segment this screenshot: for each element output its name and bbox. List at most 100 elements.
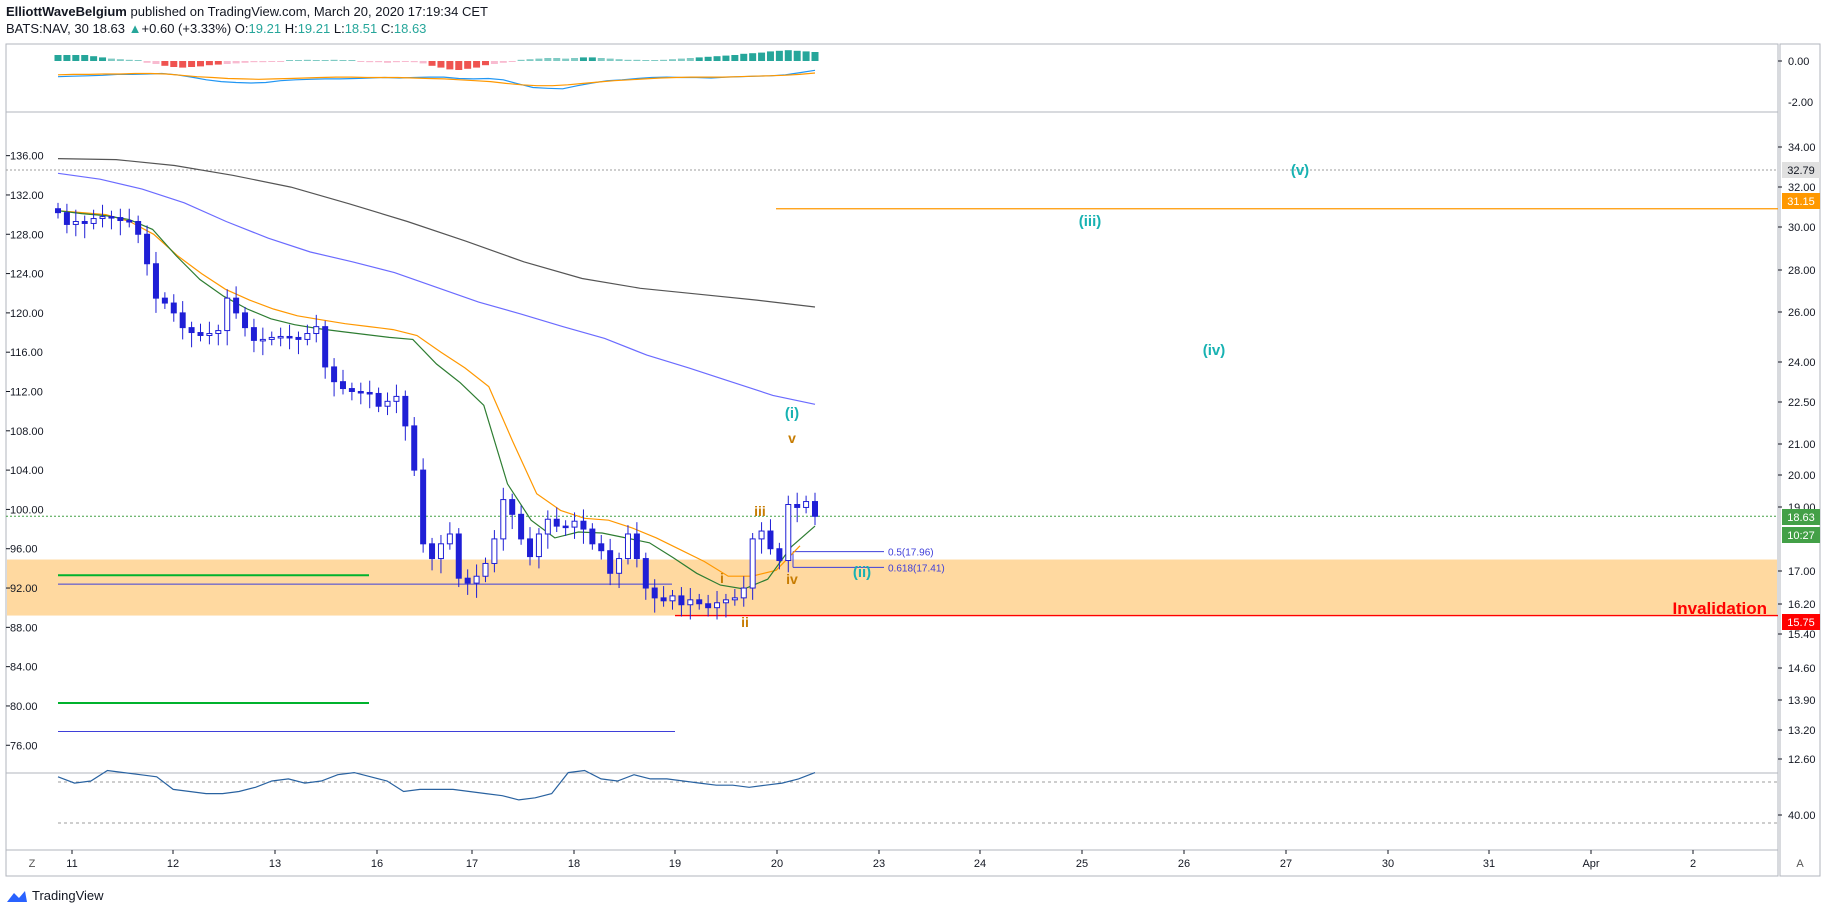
- high-value: 19.21: [297, 21, 331, 36]
- open-label: O:: [234, 21, 249, 36]
- macd-histogram-bar: [384, 61, 392, 63]
- left-axis-tick: 104.00: [10, 465, 44, 477]
- candle-body: [393, 395, 400, 402]
- candle-body: [366, 391, 373, 395]
- macd-histogram-bar: [401, 61, 409, 62]
- candle-body: [348, 388, 355, 392]
- macd-histogram-bar: [446, 61, 454, 70]
- candle-body: [224, 297, 231, 332]
- candle-body: [179, 312, 186, 329]
- right-axis-tick: 14.60: [1788, 663, 1816, 675]
- candle-body: [411, 425, 418, 471]
- right-axis-tick: 12.60: [1788, 754, 1816, 766]
- time-axis-tick: Apr: [1582, 858, 1599, 870]
- open-value: 19.21: [248, 21, 282, 36]
- right-axis-tick: 26.00: [1788, 307, 1816, 319]
- chart-frame: [5, 43, 1779, 851]
- macd-axis-tick: -2.00: [1788, 97, 1813, 109]
- time-axis-tick: 24: [974, 858, 986, 870]
- macd-histogram-bar: [615, 59, 623, 61]
- macd-histogram-bar: [54, 55, 62, 61]
- macd-histogram-bar: [624, 59, 632, 61]
- macd-histogram-bar: [179, 61, 187, 68]
- macd-histogram-bar: [740, 53, 748, 61]
- macd-histogram-bar: [321, 60, 329, 61]
- candle-body: [144, 233, 151, 265]
- macd-histogram-bar: [758, 52, 766, 61]
- price-badge-label: 10:27: [1787, 530, 1815, 542]
- candle-body: [758, 530, 765, 540]
- candle-body: [384, 400, 391, 407]
- candle-body: [749, 538, 756, 589]
- candle-body: [242, 312, 249, 329]
- macd-histogram-bar: [633, 59, 641, 61]
- candle-body: [135, 220, 142, 235]
- candle-body: [535, 533, 542, 558]
- macd-histogram-bar: [277, 61, 285, 62]
- macd-histogram-bar: [375, 61, 383, 63]
- right-axis-tick: 30.00: [1788, 222, 1816, 234]
- candle-body: [152, 263, 159, 299]
- wave-label-major: (ii): [853, 564, 871, 581]
- macd-histogram-bar: [161, 61, 169, 66]
- wave-label-minor: i: [720, 570, 724, 586]
- macd-histogram-bar: [259, 61, 267, 63]
- ohlc-line: BATS:NAV, 30 18.63 ▲+0.60 (+3.33%) O:19.…: [6, 21, 426, 36]
- candle-body: [633, 533, 640, 560]
- candle-body: [696, 599, 703, 605]
- support-zone-box: [7, 559, 1777, 616]
- macd-histogram-bar: [775, 50, 783, 61]
- macd-histogram-bar: [99, 57, 107, 61]
- macd-histogram-bar: [214, 61, 222, 65]
- timezone-button[interactable]: Z: [29, 858, 36, 870]
- macd-histogram-bar: [72, 55, 80, 61]
- right-axis-tick: 21.00: [1788, 439, 1816, 451]
- candle-body: [580, 520, 587, 530]
- macd-histogram-bar: [205, 61, 213, 66]
- macd-histogram-bar: [366, 61, 374, 63]
- candle-body: [589, 528, 596, 545]
- time-axis-tick: 23: [873, 858, 885, 870]
- price-badge-label: 32.79: [1787, 165, 1815, 177]
- right-axis-tick: 17.00: [1788, 566, 1816, 578]
- macd-histogram-bar: [339, 60, 347, 61]
- macd-histogram-bar: [553, 58, 561, 61]
- macd-histogram-bar: [571, 58, 579, 61]
- low-value: 18.51: [344, 21, 378, 36]
- symbol-label[interactable]: BATS:NAV, 30: [6, 21, 89, 36]
- right-axis-tick: 15.40: [1788, 629, 1816, 641]
- wave-label-major: (v): [1291, 162, 1309, 179]
- candle-body: [722, 599, 729, 604]
- right-axis-tick: 28.00: [1788, 265, 1816, 277]
- macd-histogram-bar: [722, 55, 730, 61]
- auto-scale-button[interactable]: A: [1796, 858, 1804, 870]
- price-badge: [1782, 193, 1820, 209]
- macd-histogram-bar: [704, 56, 712, 61]
- macd-histogram-bar: [597, 58, 605, 61]
- brand-label: TradingView: [32, 888, 104, 903]
- candle-body: [731, 597, 738, 601]
- macd-histogram-bar: [312, 60, 320, 61]
- macd-histogram-bar: [517, 59, 525, 61]
- macd-histogram-bar: [713, 56, 721, 61]
- candle-body: [651, 587, 658, 599]
- candle-body: [527, 538, 534, 558]
- candle-body: [616, 558, 623, 574]
- candle-body: [544, 518, 551, 535]
- macd-histogram-bar: [526, 59, 534, 61]
- right-axis-frame: [1779, 43, 1821, 877]
- macd-histogram-bar: [286, 60, 294, 61]
- rsi-line: [57, 769, 816, 801]
- close-label: C:: [380, 21, 394, 36]
- candle-body: [277, 335, 284, 339]
- rsi-axis-tick: 40.00: [1788, 810, 1816, 822]
- author-name[interactable]: ElliottWaveBelgium: [6, 4, 127, 19]
- right-axis-tick: 13.20: [1788, 725, 1816, 737]
- candle-body: [624, 533, 631, 560]
- ma-200-line: [57, 158, 816, 308]
- time-axis-tick: 31: [1483, 858, 1495, 870]
- tradingview-brand[interactable]: TradingView: [6, 888, 104, 903]
- candle-body: [268, 336, 275, 340]
- macd-histogram-bar: [196, 61, 204, 67]
